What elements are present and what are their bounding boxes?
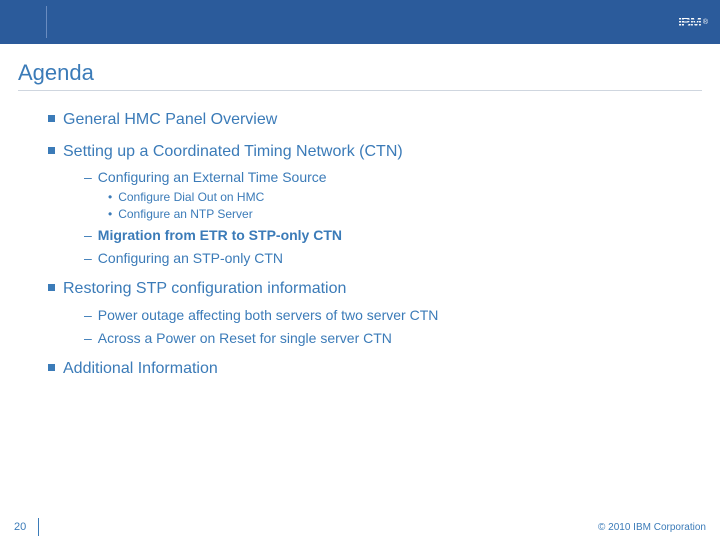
agenda-subitem-label: Across a Power on Reset for single serve…	[98, 329, 392, 348]
agenda-row: Additional Information	[18, 358, 702, 380]
agenda-subsubitem: • Configure Dial Out on HMC	[108, 189, 702, 205]
ibm-logo-text: IBM	[678, 15, 701, 29]
agenda-item: Restoring STP configuration information –…	[18, 278, 702, 347]
ibm-logo: IBM ®	[678, 15, 708, 29]
agenda-subsublist: • Configure Dial Out on HMC • Configure an …	[84, 189, 702, 222]
agenda-row: General HMC Panel Overview	[18, 109, 702, 131]
agenda-subitem: –Across a Power on Reset for single serv…	[84, 329, 702, 348]
agenda-row: Restoring STP configuration information	[18, 278, 702, 300]
registered-mark: ®	[703, 19, 708, 26]
header-left	[12, 0, 47, 44]
square-bullet-icon	[48, 364, 55, 371]
square-bullet-icon	[48, 284, 55, 291]
header-separator	[46, 6, 47, 38]
agenda-sublist: –Power outage affecting both servers of …	[18, 306, 702, 348]
agenda-item-label: Setting up a Coordinated Timing Network …	[63, 141, 403, 163]
agenda-item-label: General HMC Panel Overview	[63, 109, 277, 131]
title-underline	[18, 90, 702, 91]
footer: 20 © 2010 IBM Corporation	[0, 514, 720, 540]
agenda-subrow: –Across a Power on Reset for single serv…	[84, 329, 702, 348]
agenda-subrow: –Configuring an STP-only CTN	[84, 249, 702, 268]
agenda-subsubrow: • Configure Dial Out on HMC	[108, 189, 702, 205]
agenda-subrow: –Power outage affecting both servers of …	[84, 306, 702, 325]
agenda-subsubitem-label: Configure an NTP Server	[118, 206, 253, 222]
dash-bullet-icon: –	[84, 306, 92, 325]
agenda-subsubitem: • Configure an NTP Server	[108, 206, 702, 222]
agenda-item: General HMC Panel Overview	[18, 109, 702, 131]
square-bullet-icon	[48, 147, 55, 154]
square-bullet-icon	[48, 115, 55, 122]
agenda-subrow: –Migration from ETR to STP-only CTN	[84, 226, 702, 245]
page-number: 20	[14, 521, 26, 533]
agenda-sublist: –Configuring an External Time Source•Con…	[18, 168, 702, 268]
dash-bullet-icon: –	[84, 226, 92, 245]
header-bar: IBM ®	[0, 0, 720, 44]
agenda-subitem: –Configuring an STP-only CTN	[84, 249, 702, 268]
agenda-row: Setting up a Coordinated Timing Network …	[18, 141, 702, 163]
agenda-subitem: –Configuring an External Time Source • Con…	[84, 168, 702, 222]
dash-bullet-icon: –	[84, 329, 92, 348]
copyright: © 2010 IBM Corporation	[598, 522, 706, 533]
agenda-item-label: Additional Information	[63, 358, 218, 380]
agenda-subitem-label: Migration from ETR to STP-only CTN	[98, 226, 342, 245]
agenda-subrow: –Configuring an External Time Source	[84, 168, 702, 187]
content-area: General HMC Panel Overview Setting up a C…	[0, 95, 720, 379]
agenda-subitem: –Power outage affecting both servers of …	[84, 306, 702, 325]
agenda-item: Additional Information	[18, 358, 702, 380]
agenda-subitem-label: Configuring an External Time Source	[98, 168, 327, 187]
title-area: Agenda	[0, 44, 720, 95]
agenda-subitem-label: Configuring an STP-only CTN	[98, 249, 283, 268]
agenda-subitem-label: Power outage affecting both servers of t…	[98, 306, 439, 325]
dot-bullet-icon: •	[108, 206, 112, 222]
agenda-item: Setting up a Coordinated Timing Network …	[18, 141, 702, 269]
agenda-subsubrow: • Configure an NTP Server	[108, 206, 702, 222]
agenda-subitem: –Migration from ETR to STP-only CTN	[84, 226, 702, 245]
page-title: Agenda	[18, 60, 702, 86]
agenda-item-label: Restoring STP configuration information	[63, 278, 346, 300]
dash-bullet-icon: –	[84, 249, 92, 268]
footer-separator	[38, 518, 39, 536]
dash-bullet-icon: –	[84, 168, 92, 187]
agenda-list: General HMC Panel Overview Setting up a C…	[18, 109, 702, 379]
dot-bullet-icon: •	[108, 189, 112, 205]
agenda-subsubitem-label: Configure Dial Out on HMC	[118, 189, 264, 205]
